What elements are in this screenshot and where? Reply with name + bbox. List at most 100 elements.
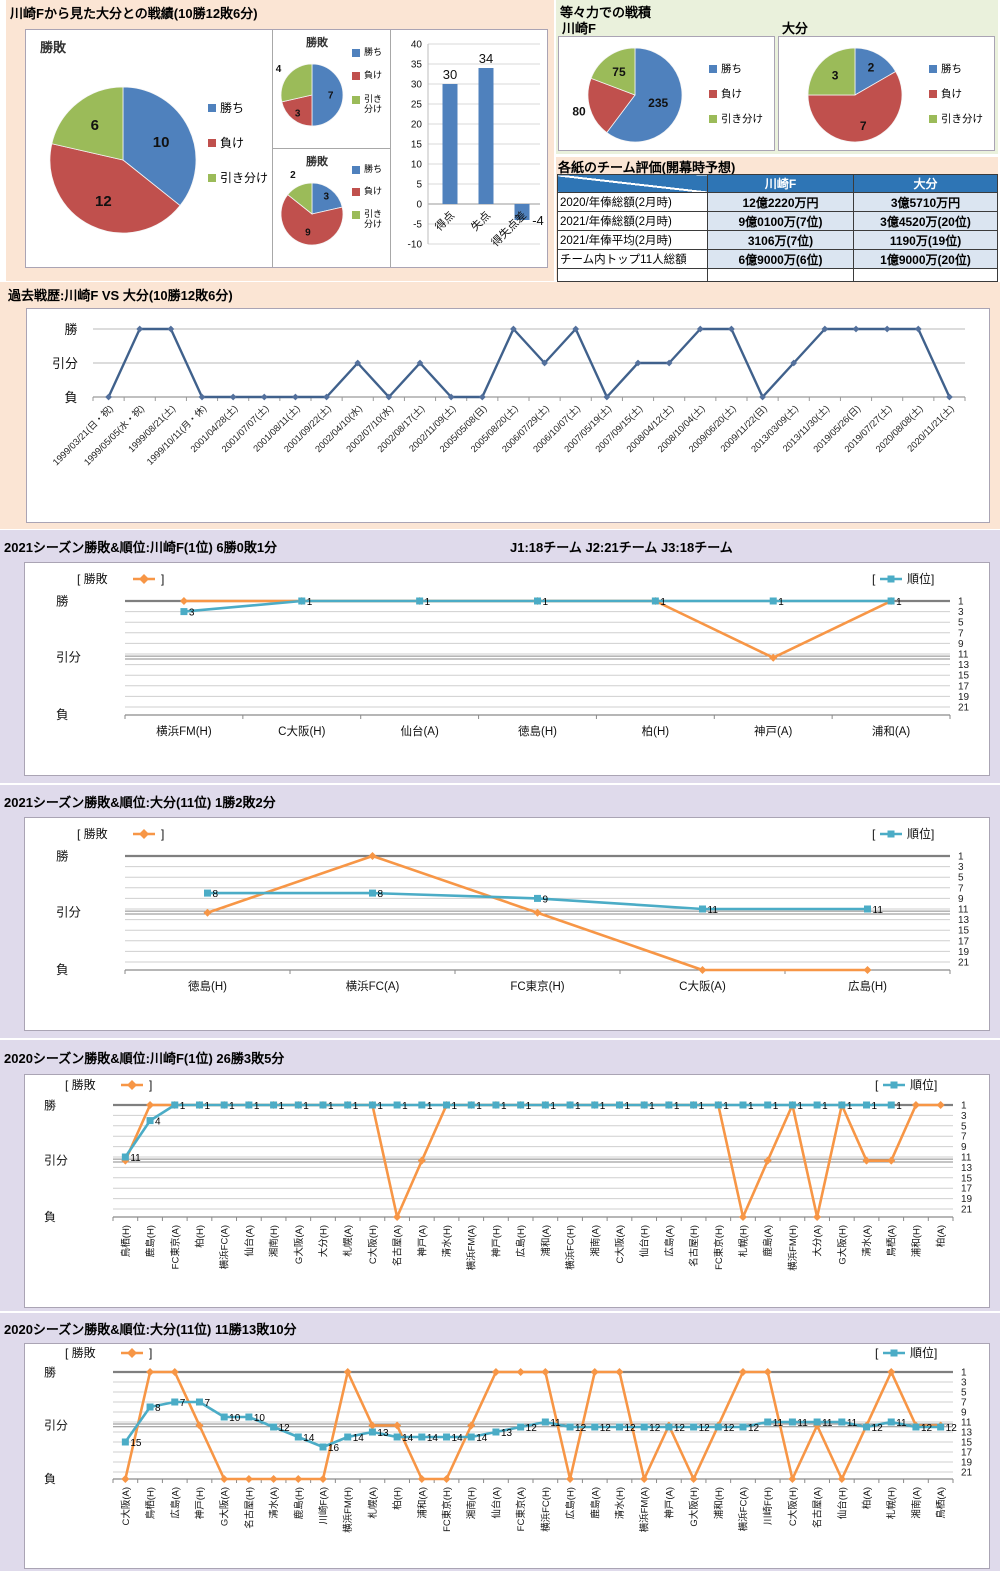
legend-swatch-icon bbox=[352, 166, 360, 174]
svg-text:8: 8 bbox=[155, 1403, 161, 1414]
svg-text:1: 1 bbox=[575, 1101, 581, 1112]
svg-text:]: ] bbox=[149, 1346, 152, 1360]
legend-swatch-icon bbox=[208, 104, 216, 112]
svg-text:7: 7 bbox=[961, 1132, 967, 1143]
todoroki-kawasaki-panel: 235 80 75 勝ち 負け 引き分け bbox=[558, 36, 775, 151]
svg-text:5: 5 bbox=[958, 873, 964, 884]
svg-text:12: 12 bbox=[95, 193, 112, 210]
svg-text:12: 12 bbox=[649, 1423, 661, 1434]
todoroki-oita-label: 大分 bbox=[782, 21, 809, 36]
svg-text:5: 5 bbox=[416, 180, 422, 191]
legend-item: 勝ち bbox=[208, 101, 268, 116]
svg-text:G大阪(A): G大阪(A) bbox=[293, 1225, 305, 1264]
svg-text:1: 1 bbox=[353, 1101, 359, 1112]
svg-text:柏(H): 柏(H) bbox=[194, 1225, 206, 1248]
season-2021-kawasaki-section: 2021シーズン勝敗&順位:川崎F(1位) 6勝0敗1分 J1:18チーム J2… bbox=[0, 530, 1000, 783]
svg-text:横浜FM(A): 横浜FM(A) bbox=[639, 1487, 651, 1532]
svg-text:1: 1 bbox=[748, 1101, 754, 1112]
svg-text:横浜FM(H): 横浜FM(H) bbox=[342, 1487, 354, 1533]
svg-text:11: 11 bbox=[130, 1153, 141, 1164]
svg-text:]: ] bbox=[161, 827, 164, 841]
legend-label: 引き分け bbox=[220, 170, 269, 185]
svg-text:13: 13 bbox=[958, 915, 970, 926]
svg-text:13: 13 bbox=[961, 1428, 973, 1439]
history-title: 過去戦歴:川崎F VS 大分(10勝12敗6分) bbox=[8, 288, 233, 303]
svg-text:1: 1 bbox=[723, 1101, 729, 1112]
legend-item: 勝ち bbox=[929, 63, 983, 75]
svg-text:仙台(A): 仙台(A) bbox=[490, 1487, 502, 1519]
svg-text:1: 1 bbox=[204, 1101, 210, 1112]
svg-text:名古屋(A): 名古屋(A) bbox=[812, 1487, 824, 1528]
legend-label: 負け bbox=[721, 88, 742, 101]
svg-text:34: 34 bbox=[479, 51, 493, 66]
svg-text:21: 21 bbox=[958, 958, 970, 969]
svg-text:13: 13 bbox=[501, 1428, 513, 1439]
svg-text:6: 6 bbox=[91, 117, 99, 134]
svg-text:得失点差: 得失点差 bbox=[488, 208, 529, 249]
svg-text:7: 7 bbox=[958, 883, 964, 894]
todoroki-title: 等々力での戦積 bbox=[560, 5, 652, 20]
legend-label: 勝ち bbox=[364, 47, 383, 57]
svg-text:順位]: 順位] bbox=[907, 571, 934, 586]
svg-text:9: 9 bbox=[305, 228, 311, 239]
svg-text:仙台(H): 仙台(H) bbox=[836, 1487, 848, 1519]
svg-text:1: 1 bbox=[624, 1101, 630, 1112]
svg-text:[: [ bbox=[872, 827, 876, 841]
svg-text:FC東京(A): FC東京(A) bbox=[515, 1487, 527, 1531]
svg-text:1: 1 bbox=[822, 1101, 828, 1112]
svg-text:G大阪(A): G大阪(A) bbox=[219, 1487, 231, 1526]
legend-label: 勝ち bbox=[364, 164, 383, 174]
svg-text:横浜FC(A): 横浜FC(A) bbox=[346, 979, 400, 993]
svg-text:負: 負 bbox=[44, 1210, 56, 1224]
svg-text:横浜FM(A): 横浜FM(A) bbox=[466, 1225, 478, 1270]
evaluation-value: 3億5710万円 bbox=[853, 192, 998, 212]
svg-text:鹿島(H): 鹿島(H) bbox=[293, 1487, 305, 1519]
legend-item: 勝ち bbox=[709, 63, 763, 75]
svg-text:12: 12 bbox=[674, 1423, 686, 1434]
svg-text:12: 12 bbox=[723, 1423, 735, 1434]
svg-text:1999/05/05(水・祝): 1999/05/05(水・祝) bbox=[81, 403, 146, 468]
svg-text:30: 30 bbox=[443, 67, 457, 82]
svg-text:名古屋(H): 名古屋(H) bbox=[243, 1487, 255, 1529]
overall-pie-legend: 勝ち 負け 引き分け bbox=[208, 101, 269, 185]
svg-text:15: 15 bbox=[958, 671, 970, 682]
head-to-head-section: 川崎Fから見た大分との戦績(10勝12敗6分) 勝敗 10 12 6 勝ち 負け 引き分… bbox=[6, 0, 554, 281]
svg-text:19: 19 bbox=[958, 692, 970, 703]
svg-text:21: 21 bbox=[961, 1468, 973, 1479]
todoroki-kawasaki-label: 川崎F bbox=[562, 21, 596, 36]
svg-text:13: 13 bbox=[377, 1428, 389, 1439]
svg-text:12: 12 bbox=[699, 1423, 711, 1434]
svg-text:湘南(H): 湘南(H) bbox=[268, 1225, 280, 1257]
svg-text:4: 4 bbox=[155, 1117, 161, 1128]
svg-text:C大阪(A): C大阪(A) bbox=[614, 1225, 626, 1264]
season-2020-kawasaki-section: 2020シーズン勝敗&順位:川崎F(1位) 26勝3敗5分 1 3 5 7 9 11 13 1… bbox=[0, 1040, 1000, 1311]
svg-text:順位]: 順位] bbox=[910, 1077, 937, 1092]
svg-text:勝: 勝 bbox=[44, 1098, 56, 1113]
evaluation-value: 9億0100万(7位) bbox=[707, 211, 854, 231]
svg-text:3: 3 bbox=[189, 608, 195, 619]
svg-text:大分(H): 大分(H) bbox=[318, 1225, 330, 1257]
svg-text:14: 14 bbox=[402, 1433, 414, 1444]
history-panel: 勝引分負 1999/03/21(日・祝) 1999/05/05(水・祝) 1999/0… bbox=[26, 308, 990, 523]
svg-text:14: 14 bbox=[476, 1433, 488, 1444]
svg-text:1: 1 bbox=[961, 1368, 967, 1379]
legend-label: 勝ち bbox=[721, 63, 742, 75]
svg-text:広島(H): 広島(H) bbox=[515, 1225, 527, 1257]
evaluation-value: 1190万(19位) bbox=[853, 230, 998, 250]
legend-label: 負け bbox=[364, 70, 383, 81]
svg-text:12: 12 bbox=[575, 1423, 587, 1434]
svg-text:神戸(A): 神戸(A) bbox=[754, 724, 792, 738]
svg-text:80: 80 bbox=[572, 104, 586, 118]
legend-swatch-icon bbox=[929, 65, 937, 73]
svg-text:11: 11 bbox=[961, 1418, 972, 1429]
svg-text:1: 1 bbox=[526, 1101, 532, 1112]
legend-swatch-icon bbox=[709, 65, 717, 73]
svg-text:3: 3 bbox=[832, 68, 839, 82]
svg-text:2: 2 bbox=[290, 170, 296, 181]
svg-text:1: 1 bbox=[328, 1101, 334, 1112]
svg-text:9: 9 bbox=[958, 639, 964, 650]
svg-text:7: 7 bbox=[328, 91, 334, 102]
svg-text:12: 12 bbox=[748, 1423, 760, 1434]
svg-text:12: 12 bbox=[921, 1423, 933, 1434]
